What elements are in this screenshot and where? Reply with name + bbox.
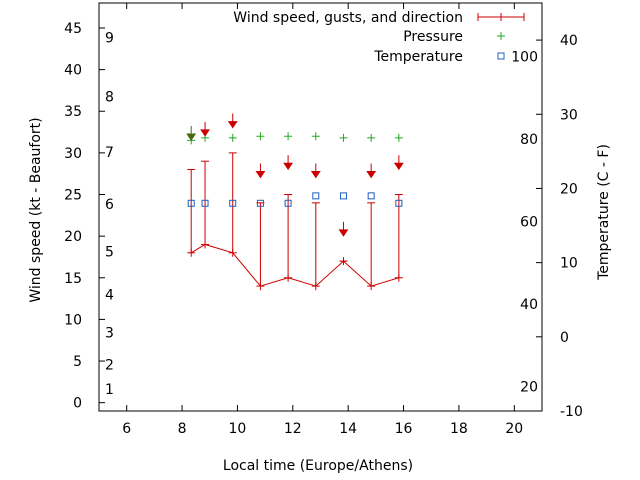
pressure-point xyxy=(339,133,348,142)
y2-tick-label-celsius: 20 xyxy=(560,181,578,197)
pressure-point xyxy=(256,132,265,141)
y-tick-label: 0 xyxy=(73,396,82,412)
y2-axis-label: Temperature (C - F) xyxy=(596,144,612,281)
x-tick-labels: 6 8 10 12 14 16 18 20 xyxy=(122,421,523,437)
beaufort-label: 5 xyxy=(105,244,114,260)
temperature-series xyxy=(187,192,403,207)
beaufort-label: 2 xyxy=(105,357,114,373)
y2-tick-label-fahrenheit: 100 xyxy=(511,50,538,66)
legend-symbol-wind xyxy=(477,13,525,21)
legend-symbol-pressure xyxy=(497,32,505,40)
beaufort-label: 8 xyxy=(105,90,114,106)
y2-tick-label-celsius: -10 xyxy=(560,404,583,420)
direction-arrow-head xyxy=(366,171,377,179)
legend-label-pressure: Pressure xyxy=(403,29,463,45)
y-tick-label: 5 xyxy=(73,354,82,370)
direction-arrow-head xyxy=(200,129,210,137)
beaufort-label: 7 xyxy=(105,145,114,161)
x-tick-label: 6 xyxy=(122,421,131,437)
x-axis-label: Local time (Europe/Athens) xyxy=(223,458,413,474)
x-tick-label: 18 xyxy=(450,421,468,437)
y-tick-label: 30 xyxy=(64,146,82,162)
y2-tick-label-fahrenheit: 80 xyxy=(520,132,538,148)
x-tick-label: 10 xyxy=(229,421,247,437)
y2-tick-label-celsius: 10 xyxy=(560,256,578,272)
beaufort-labels: 1 2 3 4 5 6 7 8 9 xyxy=(105,30,114,398)
legend: Wind speed, gusts, and direction Pressur… xyxy=(233,10,525,65)
temperature-point xyxy=(256,199,264,207)
beaufort-label: 1 xyxy=(105,382,114,398)
x-tick-label: 14 xyxy=(339,421,357,437)
y2-tick-label-celsius: 0 xyxy=(560,330,569,346)
direction-arrow-head xyxy=(186,133,197,141)
beaufort-label: 6 xyxy=(105,197,114,213)
wind-speed-line xyxy=(190,243,399,287)
wind-series xyxy=(187,152,403,291)
direction-arrow-head xyxy=(255,171,266,179)
y2-tick-label-fahrenheit: 60 xyxy=(520,214,538,230)
pressure-point xyxy=(284,132,293,141)
legend-label-temperature: Temperature xyxy=(373,49,463,65)
legend-symbol-temperature xyxy=(497,52,505,60)
x-tick-label: 20 xyxy=(505,421,523,437)
temperature-point xyxy=(229,199,237,207)
pressure-point xyxy=(394,133,403,142)
pressure-point xyxy=(228,133,237,142)
beaufort-label: 4 xyxy=(105,287,114,303)
temperature-point xyxy=(395,199,403,207)
direction-arrows xyxy=(186,113,404,237)
y-tick-label: 20 xyxy=(64,229,82,245)
pressure-series xyxy=(187,132,403,145)
temperature-point xyxy=(312,192,320,200)
beaufort-label: 3 xyxy=(105,325,114,341)
direction-arrow-head xyxy=(310,171,321,179)
y-axis-label: Wind speed (kt - Beaufort) xyxy=(28,117,44,302)
direction-arrow-head xyxy=(338,229,349,237)
y2-tick-labels: -10 0 10 20 30 40 20 40 60 80 100 xyxy=(511,33,583,420)
y-tick-label: 15 xyxy=(64,271,82,287)
y2-tick-label-fahrenheit: 20 xyxy=(520,379,538,395)
direction-arrow-head xyxy=(283,162,294,171)
x-tick-label: 8 xyxy=(178,421,187,437)
y2-tick-label-celsius: 40 xyxy=(560,33,578,49)
direction-arrow-head xyxy=(393,162,404,171)
beaufort-label: 9 xyxy=(105,30,114,46)
y-tick-label: 25 xyxy=(64,188,82,204)
pressure-point xyxy=(367,133,376,142)
y-tick-labels: 0 5 10 15 20 25 30 35 40 45 xyxy=(64,21,82,412)
temperature-point xyxy=(284,199,292,207)
y-tick-label: 40 xyxy=(64,63,82,79)
y-tick-label: 45 xyxy=(64,21,82,37)
x-tick-label: 16 xyxy=(395,421,413,437)
legend-label-wind: Wind speed, gusts, and direction xyxy=(233,10,463,26)
temperature-point xyxy=(187,199,195,207)
y2-tick-label-celsius: 30 xyxy=(560,107,578,123)
x-tick-label: 12 xyxy=(284,421,302,437)
plot-frame xyxy=(98,2,543,412)
y-tick-label: 35 xyxy=(64,104,82,120)
tick-marks xyxy=(99,3,542,412)
y2-tick-label-fahrenheit: 40 xyxy=(520,297,538,313)
pressure-point xyxy=(311,132,320,141)
direction-arrow-head xyxy=(227,121,238,129)
temperature-point xyxy=(367,192,375,200)
temperature-point xyxy=(339,192,347,200)
y-tick-label: 10 xyxy=(64,312,82,328)
temperature-point xyxy=(201,199,209,207)
